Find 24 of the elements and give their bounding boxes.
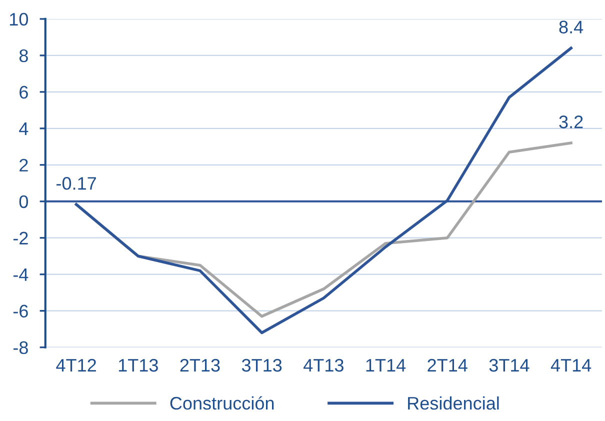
y-tick-label: 0 [19, 195, 28, 208]
y-tick-label: 4 [19, 122, 28, 135]
x-tick-label: 3T14 [489, 358, 530, 372]
y-tick-label: -6 [13, 304, 28, 318]
y-tick-label: -8 [13, 341, 28, 354]
y-tick-label: 6 [20, 86, 28, 99]
y-tick-label: -2 [13, 232, 28, 244]
x-tick-label: 4T13 [304, 358, 344, 372]
legend-label: Residencial [408, 396, 499, 410]
x-tick-label: 2T13 [180, 358, 220, 372]
x-tick-label: 2T14 [428, 358, 468, 372]
x-tick-label: 3T13 [242, 358, 282, 372]
x-tick-label: 4T12 [56, 358, 96, 372]
x-tick-label: 1T14 [366, 359, 406, 372]
annotation: -0.17 [56, 177, 96, 190]
y-tick-label: 2 [20, 158, 28, 172]
y-tick-label: 10 [10, 12, 28, 26]
y-tick-label: -4 [13, 268, 28, 281]
y-tick-label: 8 [19, 49, 28, 62]
annotation: 8.4 [559, 20, 584, 34]
x-tick-label: 1T13 [118, 358, 158, 372]
legend-label: Construcción [170, 396, 274, 410]
annotation: 3.2 [559, 116, 583, 128]
x-tick-label: 4T14 [550, 359, 592, 372]
